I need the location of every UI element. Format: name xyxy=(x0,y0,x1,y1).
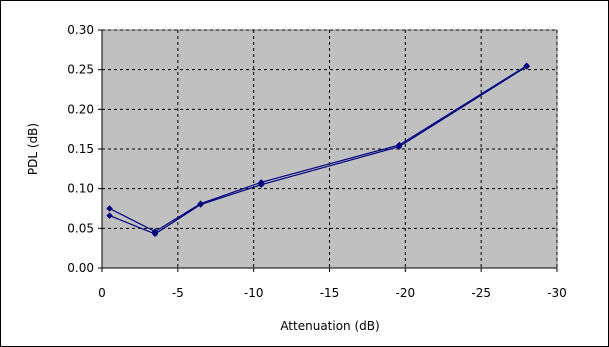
y-axis-label: PDL (dB) xyxy=(26,123,40,175)
series-2-point xyxy=(258,181,265,188)
series-1-line xyxy=(109,65,528,233)
series-2-point xyxy=(151,230,159,238)
y-tick-label: 0.30 xyxy=(67,23,94,37)
x-tick-label: -25 xyxy=(471,286,491,300)
series-1-point xyxy=(106,205,113,212)
y-tick-labels: 0.00 0.05 0.10 0.15 0.20 0.25 0.30 xyxy=(67,23,94,275)
series-2-point xyxy=(396,143,403,150)
y-tick-label: 0.25 xyxy=(67,63,94,77)
x-tick-label: -20 xyxy=(396,286,416,300)
y-tick-label: 0.00 xyxy=(67,261,94,275)
series-2-point xyxy=(523,63,530,70)
x-tick-labels: 0 -5 -10 -15 -20 -25 -30 xyxy=(98,286,567,300)
series-2-line xyxy=(109,65,528,235)
y-tick-label: 0.10 xyxy=(67,182,94,196)
x-axis-label: Attenuation (dB) xyxy=(280,319,379,333)
x-tick-label: -30 xyxy=(547,286,567,300)
grid-lines xyxy=(102,29,558,268)
x-tick-label: 0 xyxy=(98,286,106,300)
series-2-point xyxy=(197,201,204,208)
series-2-point xyxy=(106,212,113,219)
x-tick-label: -15 xyxy=(320,286,340,300)
x-tick-label: -5 xyxy=(172,286,184,300)
x-tick-label: -10 xyxy=(244,286,264,300)
y-tick-label: 0.15 xyxy=(67,142,94,156)
series-group xyxy=(106,62,530,238)
y-tick-label: 0.05 xyxy=(67,221,94,235)
y-tick-label: 0.20 xyxy=(67,102,94,116)
axes xyxy=(98,29,558,272)
